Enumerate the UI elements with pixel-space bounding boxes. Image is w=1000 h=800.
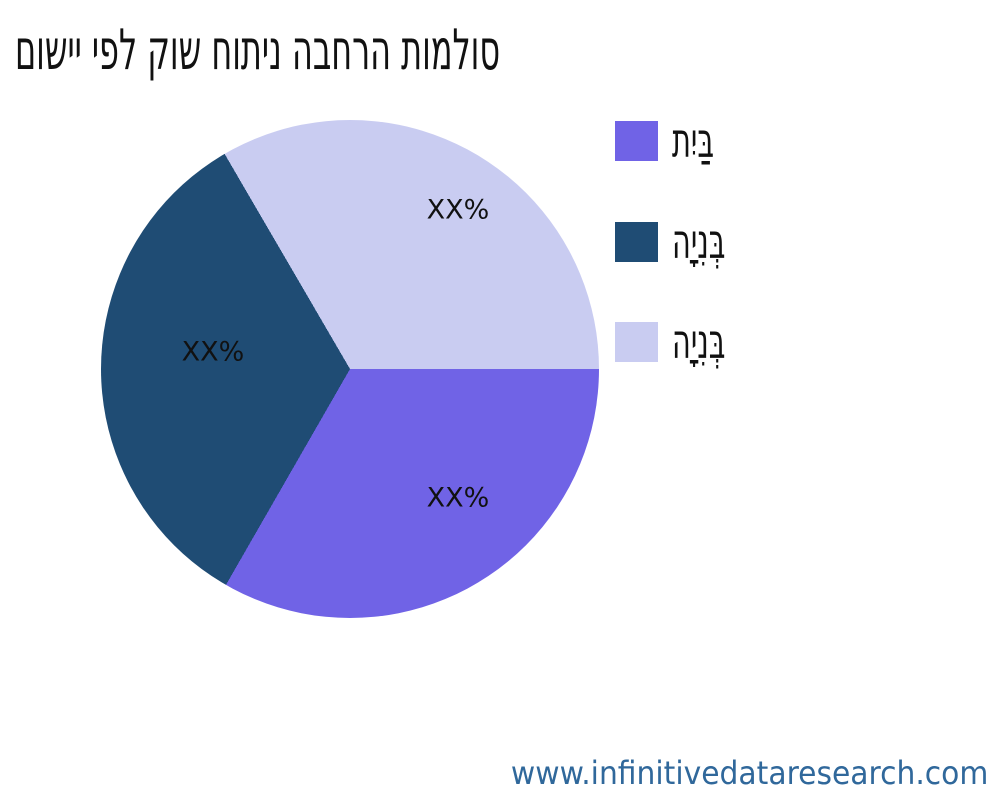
legend-swatch-navy: [615, 222, 658, 262]
legend-label: בְּנִיָה: [672, 314, 726, 370]
slice-percent-label-top: XX%: [426, 194, 490, 226]
chart-title: סולמות הרחבה ניתוח שוק לפי יישום: [15, 18, 501, 83]
watermark-url: www.infinitivedataresearch.com: [510, 754, 988, 792]
pie-chart: [101, 120, 599, 618]
slice-percent-label-left: XX%: [181, 336, 245, 368]
legend-swatch-purple: [615, 121, 658, 161]
legend-label: בְּנִיָה: [672, 214, 726, 270]
legend-swatch-lavender: [615, 322, 658, 362]
slice-percent-label-bottom: XX%: [426, 482, 490, 514]
legend-label: בַּיִת: [672, 113, 715, 169]
